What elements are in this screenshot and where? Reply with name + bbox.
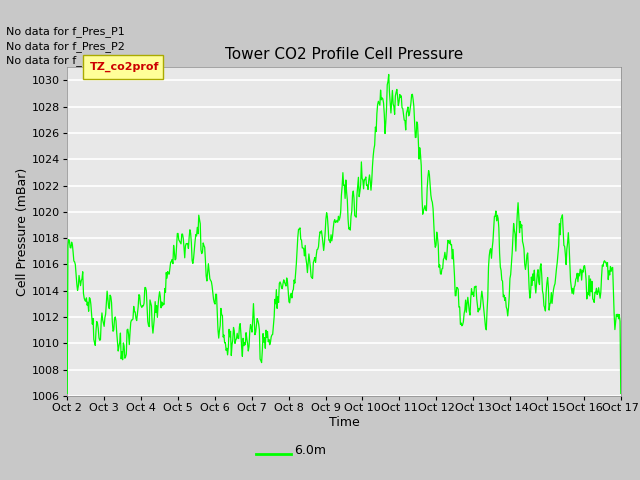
Title: Tower CO2 Profile Cell Pressure: Tower CO2 Profile Cell Pressure bbox=[225, 47, 463, 62]
X-axis label: Time: Time bbox=[328, 416, 360, 429]
Y-axis label: Cell Pressure (mBar): Cell Pressure (mBar) bbox=[16, 168, 29, 296]
Text: TZ_co2prof: TZ_co2prof bbox=[90, 62, 159, 72]
Text: No data for f_Pres_P4: No data for f_Pres_P4 bbox=[6, 55, 125, 66]
Text: 6.0m: 6.0m bbox=[294, 444, 326, 457]
Text: No data for f_Pres_P2: No data for f_Pres_P2 bbox=[6, 41, 125, 52]
Text: No data for f_Pres_P1: No data for f_Pres_P1 bbox=[6, 26, 125, 37]
